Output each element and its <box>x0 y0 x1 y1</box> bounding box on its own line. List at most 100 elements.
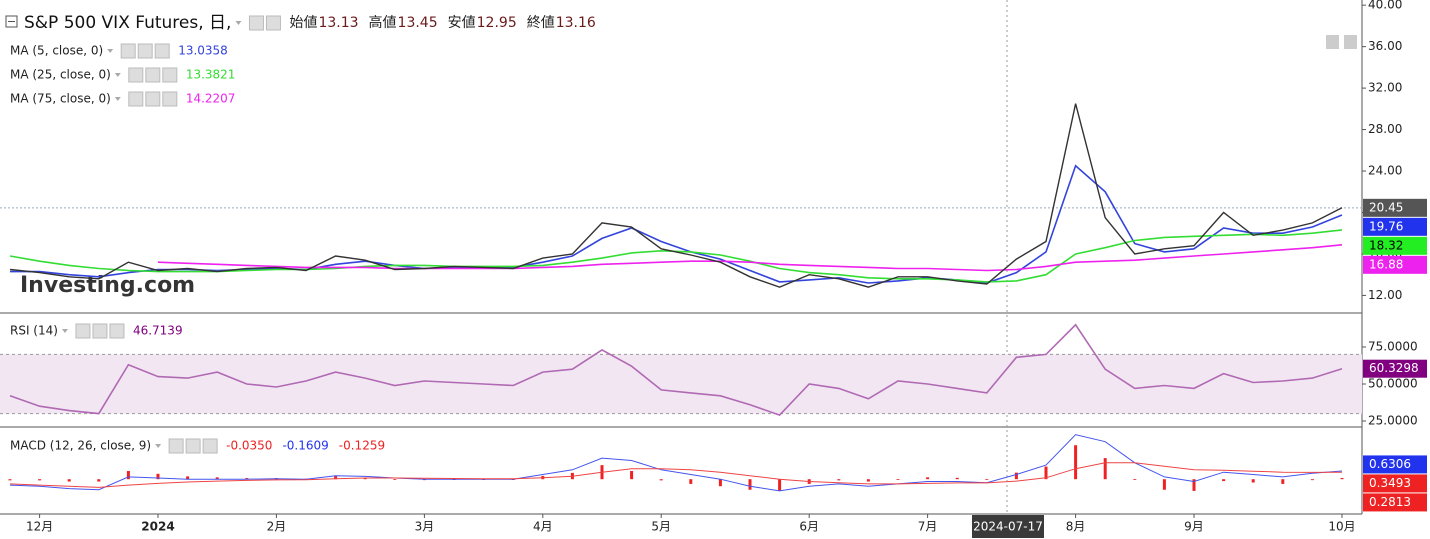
x-tick-label: 10月 <box>1328 520 1355 534</box>
ohlc-label: 高値 <box>369 14 397 31</box>
histogram-bar <box>1133 479 1137 480</box>
legend-control[interactable] <box>154 43 170 59</box>
y-tick-label: 12.00 <box>1368 288 1402 302</box>
histogram-bar <box>126 471 130 480</box>
legend-value: 13.3821 <box>186 68 236 82</box>
rsi-band <box>0 354 1362 414</box>
histogram-bar <box>837 479 841 481</box>
legend-control[interactable] <box>168 438 184 454</box>
legend-value: 13.0358 <box>178 44 228 58</box>
y-tick-label: 25.0000 <box>1368 414 1418 428</box>
dropdown-caret[interactable] <box>155 444 162 448</box>
last-value-label: 20.45 <box>1369 200 1403 214</box>
legend-control[interactable] <box>145 67 161 83</box>
histogram-bar <box>67 479 71 482</box>
dropdown-caret[interactable] <box>114 97 121 101</box>
histogram-bar <box>245 478 249 480</box>
x-tick-label: 7月 <box>918 520 938 534</box>
crosshair-label: 2024-07-17 <box>973 520 1043 534</box>
x-tick-label: 12月 <box>26 520 53 534</box>
histogram-bar <box>1074 445 1078 480</box>
legend-control[interactable] <box>185 438 201 454</box>
histogram-bar <box>215 477 219 480</box>
scale-icon[interactable] <box>1326 35 1339 49</box>
legend-control[interactable] <box>162 67 178 83</box>
y-tick-label: 40.00 <box>1368 0 1402 12</box>
ohlc-value: 13.45 <box>398 15 438 31</box>
last-value-box <box>1363 217 1427 236</box>
histogram-bar <box>334 476 338 480</box>
crosshair-label-box <box>972 515 1044 538</box>
last-value-label: 19.76 <box>1369 219 1403 233</box>
y-tick-label: 36.00 <box>1368 39 1402 53</box>
legend-control[interactable] <box>145 91 161 107</box>
legend-label: MA (5, close, 0) <box>10 44 103 58</box>
last-value-label: 16.88 <box>1369 257 1403 271</box>
x-tick-label: 3月 <box>415 520 435 534</box>
histogram-bar <box>1222 479 1226 482</box>
legend-control[interactable] <box>128 91 144 107</box>
legend-control[interactable] <box>128 67 144 83</box>
last-value-box <box>1363 198 1427 217</box>
last-value-label: 0.3493 <box>1369 476 1411 490</box>
histogram-bar <box>1281 479 1285 484</box>
histogram-bar <box>630 471 634 480</box>
legend-label: MA (75, close, 0) <box>10 92 111 106</box>
price-line <box>9 103 1343 288</box>
histogram-bar <box>866 479 870 482</box>
ohlc-value: 13.13 <box>318 15 358 31</box>
legend-control[interactable] <box>92 323 108 339</box>
histogram-bar <box>156 473 160 480</box>
legend-control[interactable] <box>109 323 125 339</box>
histogram-bar <box>748 479 752 490</box>
legend-label: MACD (12, 26, close, 9) <box>10 439 151 453</box>
histogram-bar <box>8 479 12 481</box>
histogram-bar <box>778 479 782 491</box>
x-tick-label: 2024 <box>141 520 174 534</box>
ohlc-label: 始値 <box>289 15 317 31</box>
collapse-icon[interactable] <box>5 15 18 28</box>
x-tick-label: 9月 <box>1184 520 1204 534</box>
last-value-box <box>1363 255 1427 274</box>
legend-control[interactable] <box>202 438 218 454</box>
x-tick-label: 2月 <box>267 520 287 534</box>
histogram-bar <box>689 479 693 484</box>
legend-control[interactable] <box>265 15 281 31</box>
chart-title: S&P 500 VIX Futures, 日, <box>24 13 231 33</box>
legend-control[interactable] <box>75 323 91 339</box>
x-tick-label: 8月 <box>1066 520 1086 534</box>
legend-control[interactable] <box>248 15 264 31</box>
last-value-box <box>1363 236 1427 255</box>
last-value-label: 0.2813 <box>1369 495 1411 509</box>
dropdown-caret[interactable] <box>235 21 242 25</box>
last-value-label: 0.6306 <box>1369 457 1411 471</box>
scale-icon[interactable] <box>1344 35 1357 49</box>
legend-label: RSI (14) <box>10 324 58 338</box>
indicator-line <box>9 323 1343 417</box>
histogram-bar <box>955 477 959 480</box>
indicator-line <box>157 244 1343 272</box>
legend-control[interactable] <box>137 43 153 59</box>
ohlc-value: 13.16 <box>556 15 596 31</box>
y-tick-label: 50.0000 <box>1368 376 1418 390</box>
histogram-bar <box>659 479 663 481</box>
histogram-bar <box>1103 458 1107 480</box>
histogram-bar <box>393 479 397 480</box>
legend-control[interactable] <box>120 43 136 59</box>
histogram-bar <box>38 479 42 481</box>
histogram-bar <box>1162 479 1166 490</box>
last-value-box <box>1363 493 1427 512</box>
histogram-bar <box>1044 466 1048 480</box>
legend-control[interactable] <box>162 91 178 107</box>
histogram-bar <box>1340 478 1344 480</box>
y-tick-label: 24.00 <box>1368 164 1402 178</box>
dropdown-caret[interactable] <box>107 49 114 53</box>
y-tick-label: 75.0000 <box>1368 339 1418 353</box>
last-value-box <box>1363 359 1427 378</box>
dropdown-caret[interactable] <box>114 73 121 77</box>
legend-value: -0.0350 <box>226 439 272 453</box>
dropdown-caret[interactable] <box>61 329 68 333</box>
legend-value: -0.1609 <box>282 439 328 453</box>
last-value-box <box>1363 474 1427 493</box>
